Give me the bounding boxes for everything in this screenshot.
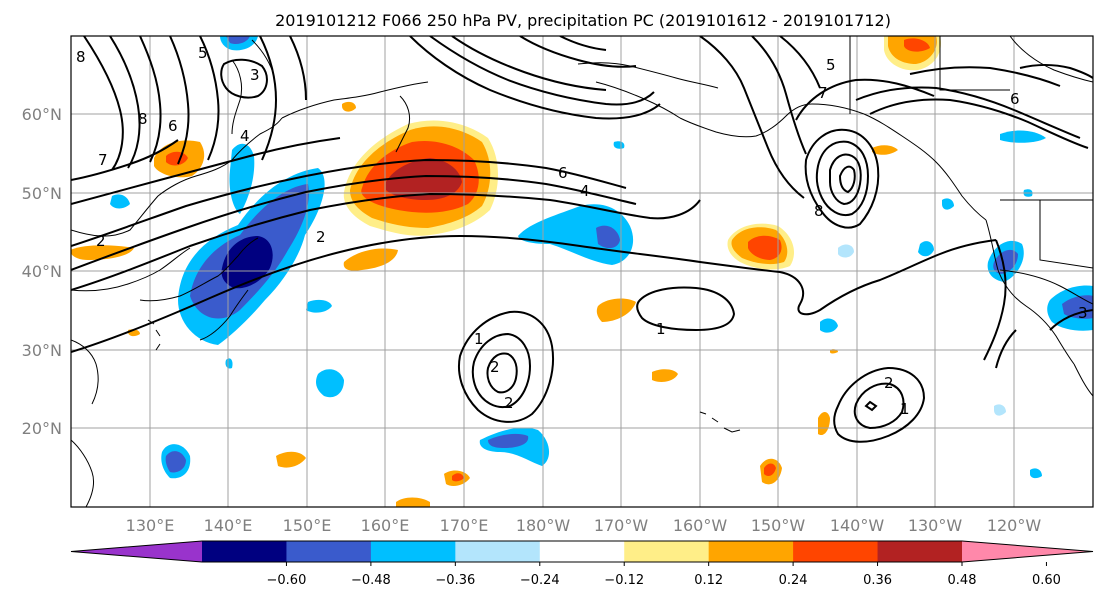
colorbar-tick-label: 0.24 [779, 573, 808, 588]
pv-contours [71, 36, 1093, 443]
contour-label: 1 [656, 320, 666, 338]
contour-label: 7 [818, 84, 828, 102]
contour-label: 2 [96, 232, 106, 250]
lon-label: 160°W [673, 516, 728, 535]
colorbar-segment [286, 541, 372, 562]
contour-label: 1 [900, 400, 910, 418]
colorbar-segment [539, 541, 625, 562]
colorbar-outline [70, 540, 1094, 563]
colorbar-segment [877, 541, 963, 562]
contour-label: 2 [316, 228, 326, 246]
contour-label: 4 [240, 127, 250, 145]
latitude-labels: 60°N 50°N 40°N 30°N 20°N [22, 105, 62, 438]
lon-label: 120°W [987, 516, 1042, 535]
colorbar-segment [202, 541, 287, 562]
lon-label: 140°E [204, 516, 253, 535]
plot-title: 2019101212 F066 250 hPa PV, precipitatio… [275, 11, 891, 30]
lat-label: 50°N [22, 184, 62, 203]
contour-label: 8 [814, 202, 824, 220]
lon-label: 130°E [126, 516, 175, 535]
colorbar-tick-label: −0.48 [351, 573, 391, 588]
colorbar-segment [370, 541, 456, 562]
colorbar-tick-label: 0.36 [863, 573, 892, 588]
contour-label: 3 [250, 66, 260, 84]
lon-label: 170°W [594, 516, 649, 535]
colorbar-tick-label: −0.36 [435, 573, 475, 588]
contour-label: 1 [474, 330, 484, 348]
colorbar-tick-label: −0.24 [520, 573, 560, 588]
colorbar-segment [708, 541, 794, 562]
lon-label: 160°E [361, 516, 410, 535]
contour-label: 2 [490, 358, 500, 376]
lat-label: 40°N [22, 262, 62, 281]
map-border [70, 35, 1094, 508]
contour-labels: 8 6 5 3 7 2 4 8 2 6 4 5 7 6 8 1 1 2 2 1 [76, 44, 1088, 418]
lat-label: 60°N [22, 105, 62, 124]
lat-label: 20°N [22, 419, 62, 438]
lon-label: 140°W [830, 516, 885, 535]
contour-label: 8 [76, 48, 86, 66]
colorbar-tick-label: −0.12 [604, 573, 644, 588]
lon-label: 150°W [751, 516, 806, 535]
contour-label: 6 [168, 117, 178, 135]
colorbar: −0.60 −0.48 −0.36 −0.24 −0.12 0.12 0.24 0.36 0.4… [70, 540, 1094, 588]
coastlines [71, 36, 1093, 507]
contour-label: 8 [138, 110, 148, 128]
contour-label: 2 [884, 374, 894, 392]
colorbar-tick-label: 0.48 [948, 573, 977, 588]
colorbar-tick-label: −0.60 [267, 573, 307, 588]
contour-label: 5 [198, 44, 208, 62]
contour-label: 6 [558, 164, 568, 182]
colorbar-segment [455, 541, 541, 562]
colorbar-extension-high [962, 541, 1093, 562]
lon-label: 130°W [908, 516, 963, 535]
colorbar-segment [793, 541, 879, 562]
lat-label: 30°N [22, 341, 62, 360]
colorbar-tick-label: 0.60 [1032, 573, 1061, 588]
map-panel: 8 6 5 3 7 2 4 8 2 6 4 5 7 6 8 1 1 2 2 1 [70, 35, 1094, 508]
lon-label: 180°W [516, 516, 571, 535]
contour-label: 4 [580, 182, 590, 200]
lon-label: 150°E [283, 516, 332, 535]
contour-label: 3 [1078, 304, 1088, 322]
contour-label: 7 [98, 151, 108, 169]
colorbar-tick-label: 0.12 [694, 573, 723, 588]
longitude-labels: 130°E 140°E 150°E 160°E 170°E 180°W 170°… [126, 516, 1042, 535]
colorbar-extension-low [71, 541, 202, 562]
colorbar-segment [624, 541, 710, 562]
contour-label: 6 [1010, 90, 1020, 108]
contour-label: 5 [826, 56, 836, 74]
contour-label: 2 [504, 394, 514, 412]
gridlines [71, 36, 1093, 507]
lon-label: 170°E [440, 516, 489, 535]
